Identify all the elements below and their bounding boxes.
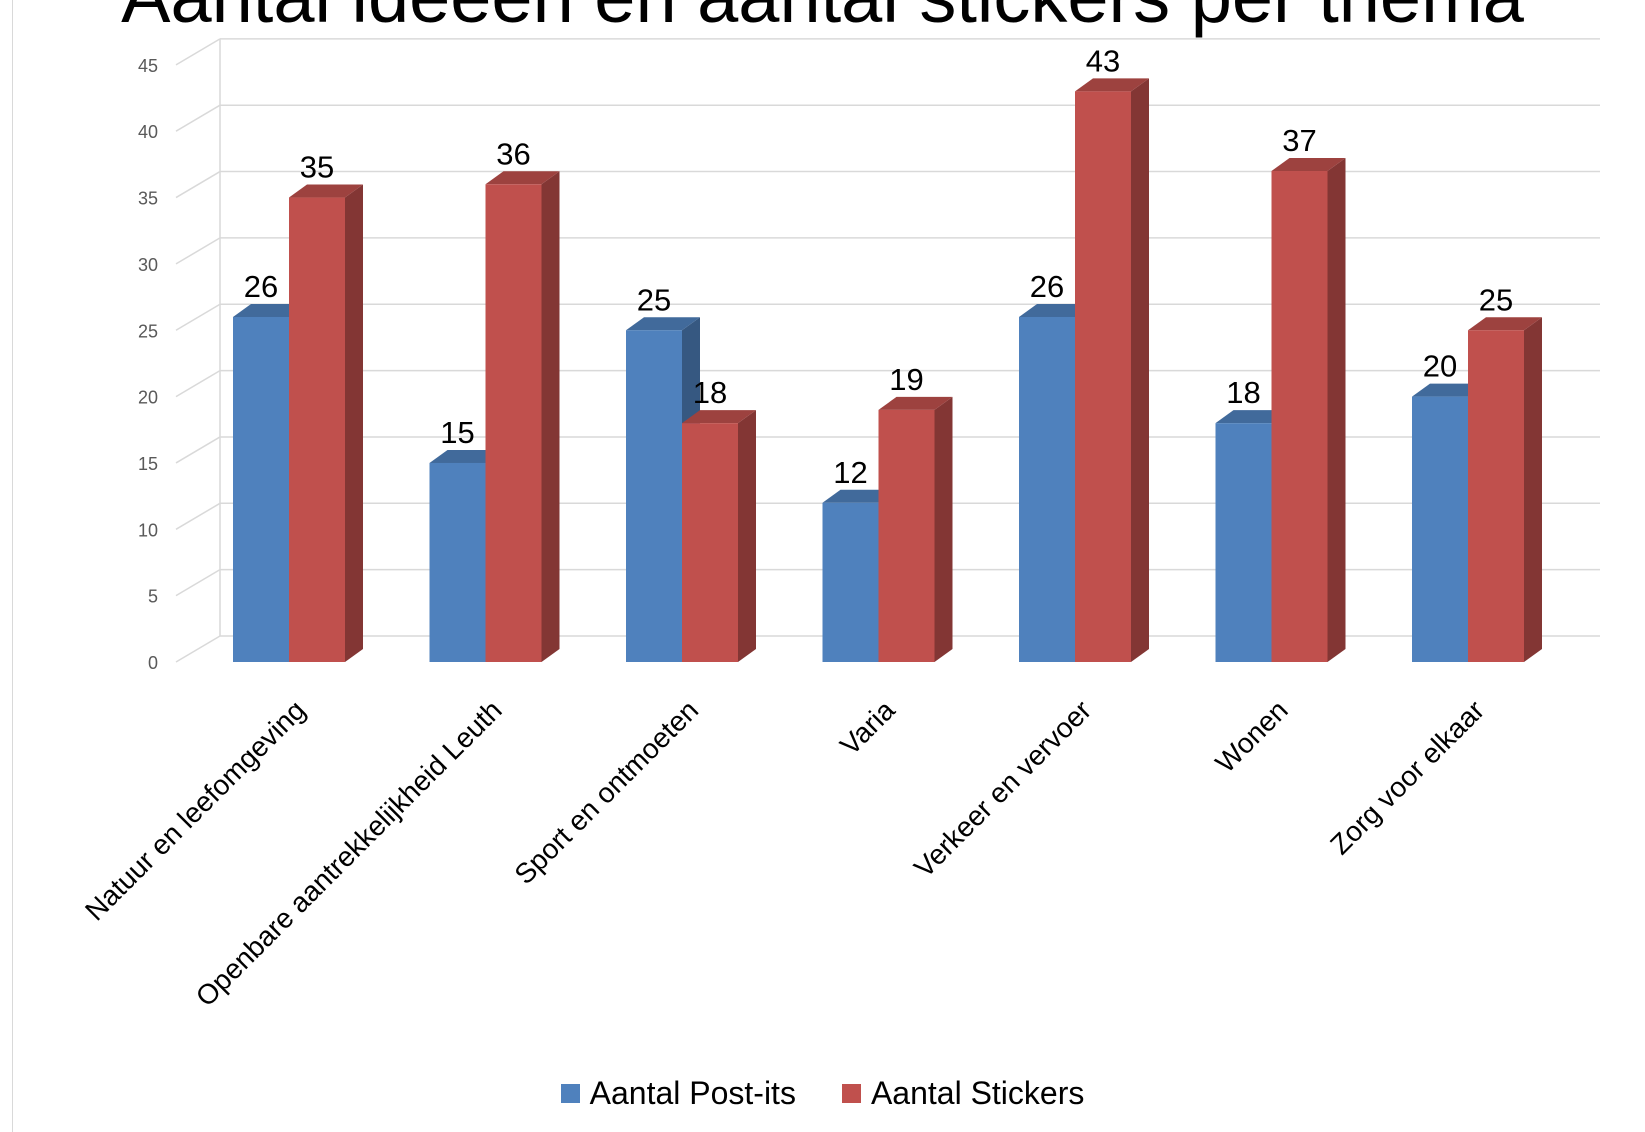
legend-item: Aantal Stickers	[841, 1075, 1085, 1112]
legend-label: Aantal Stickers	[870, 1075, 1085, 1111]
bar-side	[541, 171, 560, 662]
bar	[1271, 171, 1328, 662]
bar-top	[822, 489, 897, 503]
bar-top	[1468, 317, 1542, 331]
gridline-depth	[175, 502, 221, 530]
legend-swatch	[841, 1084, 861, 1103]
bar-top	[1215, 410, 1290, 424]
bar	[626, 330, 682, 662]
bar-side	[1327, 158, 1346, 662]
legend-item: Aantal Post-its	[560, 1075, 796, 1112]
gridline-depth	[175, 104, 221, 132]
data-label: 20	[1423, 349, 1457, 384]
bar-top	[289, 184, 363, 198]
bar-top	[682, 410, 756, 424]
y-tick-label: 5	[148, 587, 158, 607]
bar-side	[345, 184, 363, 663]
gridline-depth	[175, 38, 221, 66]
bar	[822, 502, 879, 662]
x-tick-label: Zorg voor elkaar	[1324, 694, 1490, 860]
x-tick-label: Natuur en leefomgeving	[79, 694, 311, 926]
x-tick-label: Varia	[834, 694, 901, 761]
bar	[1215, 423, 1272, 662]
y-tick-label: 0	[148, 653, 158, 673]
bar-top	[1019, 303, 1093, 317]
gridline-depth	[175, 436, 221, 464]
gridline-depth	[175, 303, 221, 331]
data-label: 25	[1479, 282, 1513, 317]
y-tick-label: 20	[138, 388, 158, 408]
bar-side	[738, 410, 756, 662]
chart-legend: Aantal Post-its Aantal Stickers	[0, 1075, 1645, 1112]
bar-top	[429, 449, 504, 463]
gridline-depth	[175, 369, 221, 398]
data-label: 25	[637, 282, 671, 317]
gridline-depth	[175, 237, 221, 265]
bar-top	[1412, 383, 1486, 397]
bar	[429, 462, 486, 662]
bar	[878, 409, 935, 662]
data-label: 18	[1226, 375, 1260, 410]
bar	[485, 184, 542, 662]
data-label: 37	[1282, 123, 1316, 158]
data-label: 43	[1086, 43, 1120, 78]
chart-frame	[12, 0, 1645, 1132]
x-tick-label: Verkeer en vervoer	[908, 694, 1097, 883]
bar-top	[485, 171, 560, 185]
y-tick-label: 15	[138, 454, 158, 474]
bar	[1075, 91, 1131, 662]
gridline-depth	[175, 635, 221, 663]
data-label: 15	[440, 415, 474, 450]
y-tick-label: 10	[138, 520, 158, 540]
y-tick-label: 40	[138, 122, 158, 142]
y-tick-label: 35	[138, 189, 158, 209]
bar-side	[1131, 78, 1149, 662]
x-tick-label: Openbare aantrekkelijkheid Leuth	[190, 694, 508, 1012]
bar	[682, 423, 738, 662]
gridline-depth	[175, 170, 221, 199]
x-tick-label: Wonen	[1209, 694, 1293, 778]
bar	[1468, 330, 1524, 662]
y-tick-label: 30	[138, 255, 158, 275]
bar-top	[233, 303, 307, 317]
data-label: 35	[300, 150, 334, 185]
data-label: 12	[833, 455, 867, 490]
legend-swatch	[560, 1084, 580, 1103]
data-label: 26	[244, 269, 278, 304]
bar-top	[1075, 78, 1149, 92]
bar-side	[1524, 317, 1542, 662]
bar	[1019, 316, 1075, 662]
data-label: 36	[496, 136, 530, 171]
data-label: 18	[693, 375, 727, 410]
bar	[233, 316, 289, 662]
data-label: 26	[1030, 269, 1064, 304]
y-tick-label: 25	[138, 321, 158, 341]
y-tick-label: 45	[138, 56, 158, 76]
gridline-depth	[175, 569, 221, 597]
legend-label: Aantal Post-its	[589, 1075, 796, 1111]
x-tick-label: Sport en ontmoeten	[508, 694, 704, 890]
data-label: 19	[889, 362, 923, 397]
bar-top	[626, 317, 700, 331]
bar	[1412, 396, 1468, 662]
bar-top	[878, 396, 953, 410]
chart-title: Aantal ideeën en aantal stickers per the…	[0, 0, 1645, 34]
bar	[289, 197, 345, 663]
bar-side	[934, 396, 953, 662]
bar-top	[1271, 158, 1346, 172]
